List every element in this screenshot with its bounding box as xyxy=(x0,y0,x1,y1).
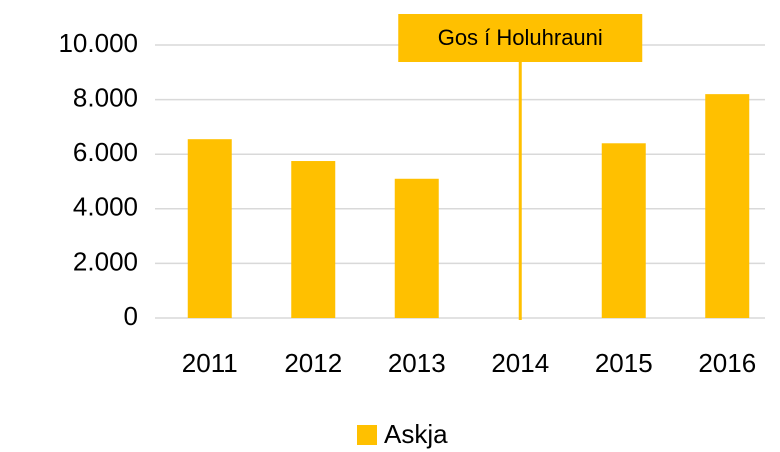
legend-swatch xyxy=(357,425,377,445)
x-tick-label: 2016 xyxy=(698,348,756,378)
bar xyxy=(291,161,336,318)
x-tick-label: 2014 xyxy=(491,348,549,378)
annotation-box xyxy=(398,14,643,62)
y-tick-label: 10.000 xyxy=(58,28,138,58)
x-tick-label: 2011 xyxy=(182,348,238,378)
legend-label: Askja xyxy=(384,419,448,449)
annotation-text: Gos í Holuhrauni xyxy=(438,25,603,50)
bar xyxy=(601,143,646,318)
x-tick-label: 2012 xyxy=(284,348,342,378)
x-tick-label: 2013 xyxy=(388,348,446,378)
bar xyxy=(394,178,439,318)
y-tick-label: 2.000 xyxy=(73,246,138,276)
y-tick-label: 6.000 xyxy=(73,137,138,167)
y-tick-label: 0 xyxy=(124,301,138,331)
y-tick-label: 8.000 xyxy=(73,82,138,112)
bar xyxy=(187,139,232,318)
y-tick-label: 4.000 xyxy=(73,192,138,222)
x-tick-label: 2015 xyxy=(595,348,653,378)
bar xyxy=(705,94,750,318)
